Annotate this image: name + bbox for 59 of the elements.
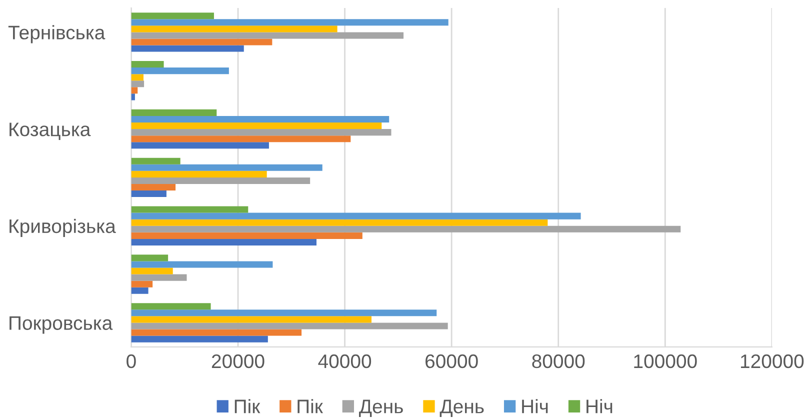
bar (131, 136, 351, 142)
bar (131, 280, 153, 288)
x-tick-label: 20000 (212, 354, 264, 368)
bar (131, 45, 244, 52)
legend-label: Пік (298, 399, 323, 414)
bar (131, 87, 138, 94)
bar (131, 129, 392, 136)
bar (131, 12, 214, 20)
bar (131, 122, 382, 130)
bar (131, 184, 176, 191)
y-tick-label: Тернівська (8, 25, 106, 44)
x-tick-label: 120000 (740, 354, 804, 368)
bar (131, 274, 187, 281)
legend-label: День (359, 400, 403, 418)
bar (131, 206, 248, 213)
bar (131, 80, 144, 88)
bar (131, 219, 548, 226)
bar (131, 336, 268, 342)
bar (131, 61, 164, 68)
bar (131, 170, 267, 178)
x-tick-label: 60000 (426, 354, 478, 368)
legend-label: Ніч (586, 399, 612, 414)
x-tick-label: 80000 (532, 354, 585, 368)
bar (131, 238, 316, 246)
bar (131, 287, 148, 294)
bar (131, 32, 404, 39)
bar (131, 26, 338, 32)
bar (131, 94, 135, 100)
legend-label: Пік (234, 399, 260, 414)
bar (131, 310, 437, 316)
x-tick-label: 100000 (634, 354, 697, 368)
bar (131, 303, 211, 310)
bar (131, 158, 180, 164)
legend-label: Ніч (522, 399, 548, 414)
bar (131, 109, 217, 116)
bar (131, 316, 372, 323)
bar (131, 177, 310, 184)
bar (131, 254, 168, 262)
bar (131, 322, 448, 330)
bar (131, 190, 166, 198)
bar (131, 226, 681, 232)
bar (131, 74, 144, 81)
bar (131, 212, 581, 220)
x-tick-label: 40000 (318, 354, 372, 368)
y-tick-label: Криворізька (10, 218, 116, 237)
bar (131, 19, 448, 26)
bar (131, 68, 229, 74)
y-tick-label: Покровська (10, 316, 113, 334)
bar (131, 116, 390, 122)
bar (131, 38, 272, 46)
bar (131, 142, 269, 149)
bar (131, 329, 302, 336)
y-tick-label: Козацька (10, 122, 91, 140)
bar (131, 261, 273, 268)
bar (131, 232, 362, 239)
bar (131, 164, 322, 171)
x-tick-label: 0 (126, 354, 136, 368)
legend-label: День (440, 400, 484, 418)
bar (131, 268, 173, 274)
